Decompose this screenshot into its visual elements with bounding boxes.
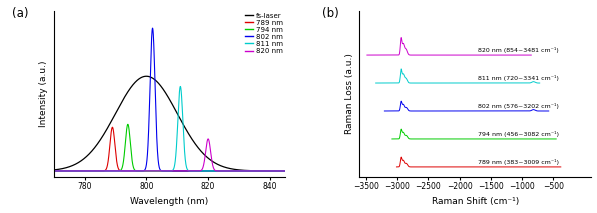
Text: (b): (b) — [322, 7, 339, 20]
X-axis label: Raman Shift (cm⁻¹): Raman Shift (cm⁻¹) — [432, 197, 519, 206]
Y-axis label: Intensity (a.u.): Intensity (a.u.) — [39, 60, 48, 127]
Text: (a): (a) — [12, 7, 29, 20]
X-axis label: Wavelength (nm): Wavelength (nm) — [130, 197, 209, 206]
Legend: fs-laser, 789 nm, 794 nm, 802 nm, 811 nm, 820 nm: fs-laser, 789 nm, 794 nm, 802 nm, 811 nm… — [245, 13, 283, 54]
Text: 820 nm (854~3481 cm⁻¹): 820 nm (854~3481 cm⁻¹) — [478, 47, 559, 53]
Text: 811 nm (720~3341 cm⁻¹): 811 nm (720~3341 cm⁻¹) — [478, 75, 559, 81]
Text: 794 nm (456~3082 cm⁻¹): 794 nm (456~3082 cm⁻¹) — [478, 131, 559, 137]
Text: 789 nm (383~3009 cm⁻¹): 789 nm (383~3009 cm⁻¹) — [478, 159, 559, 165]
Y-axis label: Raman Loss (a.u.): Raman Loss (a.u.) — [345, 53, 354, 134]
Text: 802 nm (576~3202 cm⁻¹): 802 nm (576~3202 cm⁻¹) — [478, 103, 559, 109]
